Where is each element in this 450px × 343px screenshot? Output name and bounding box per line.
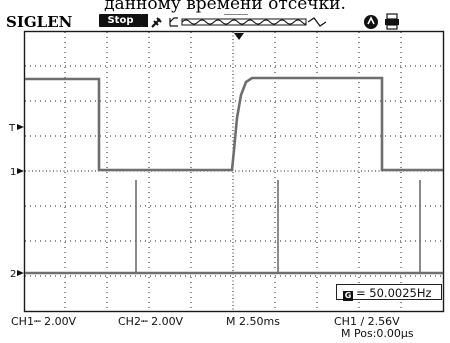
- wave-overview-icon: [169, 14, 327, 27]
- ch1-trace: [25, 76, 443, 172]
- ch2-trace: [25, 180, 443, 275]
- ch1-level-label: 1: [10, 167, 16, 178]
- trigger-position-marker[interactable]: [234, 33, 244, 40]
- printer-icon: [385, 13, 399, 30]
- usb-icon: [151, 17, 162, 28]
- ch1-level-marker[interactable]: 1: [10, 167, 24, 178]
- document-caption: данному времени отсечки.: [104, 0, 346, 14]
- screen-frame: [23, 30, 445, 313]
- bottom-status-bar: CH1┉ 2.00V CH2┉ 2.00V M 2.50ms CH1 ∕ 2.5…: [0, 305, 450, 343]
- center-axes: [25, 32, 443, 311]
- frequency-counter-icon: G: [343, 291, 353, 301]
- ch1-trigger-label: T: [8, 123, 16, 134]
- ch1-trigger-level-marker[interactable]: T: [8, 123, 24, 134]
- run-stop-badge[interactable]: Stop: [99, 14, 142, 27]
- timebase[interactable]: M 2.50ms: [226, 315, 280, 328]
- ch2-level-marker[interactable]: 2: [10, 269, 24, 280]
- frequency-value: = 50.0025Hz: [356, 286, 432, 300]
- trigger-setting[interactable]: CH1 ∕ 2.56V: [334, 315, 400, 328]
- graticule: [25, 32, 443, 311]
- top-status-bar: SIGLEN Stop: [0, 11, 450, 33]
- brand-logo: SIGLEN: [6, 13, 73, 31]
- run-stop-badge-tab: [142, 14, 148, 27]
- ch1-scale[interactable]: CH1┉ 2.00V: [11, 315, 77, 328]
- horizontal-position[interactable]: M Pos:0.00μs: [341, 327, 414, 340]
- ch2-scale[interactable]: CH2┉ 2.00V: [118, 315, 184, 328]
- trigger-mode-icon: [364, 15, 378, 29]
- frequency-readout: G = 50.0025Hz: [336, 284, 442, 301]
- ch2-level-label: 2: [10, 269, 16, 280]
